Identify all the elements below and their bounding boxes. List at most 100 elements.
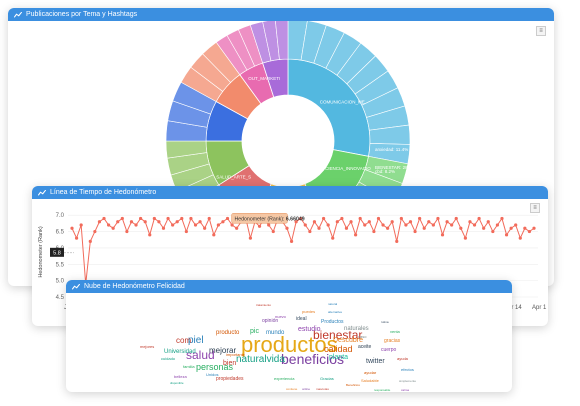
data-point [125, 229, 129, 234]
word-cloud-word: personas [196, 361, 234, 372]
word-cloud-word: aceite [358, 343, 372, 350]
sunburst-center-label: OUT_MARKETI [248, 76, 280, 81]
y-tick-label: 5.0 [56, 279, 65, 285]
timeline-panel-header: Línea de Tiempo de Hedonómetro [32, 186, 548, 199]
data-point [317, 226, 321, 230]
y-tick-label: 6.5 [56, 230, 65, 236]
word-cloud-word: alternativa [328, 309, 342, 314]
menu-button[interactable]: ≡ [530, 203, 540, 213]
data-point [527, 229, 532, 234]
word-cloud-word: Universidad [164, 349, 196, 355]
data-point [376, 216, 381, 221]
data-point [189, 216, 193, 221]
y-tick-label: 5.5 [56, 262, 65, 268]
data-point [180, 216, 184, 221]
data-point [235, 226, 239, 230]
data-point [372, 229, 376, 234]
data-point [386, 226, 390, 230]
word-cloud-word: disponible [170, 380, 184, 385]
word-cloud-word: ayudar [364, 370, 377, 375]
data-point [212, 233, 216, 237]
data-point [216, 223, 220, 227]
data-point [491, 229, 495, 234]
data-point [70, 226, 74, 230]
data-point [294, 220, 298, 224]
word-cloud-word: Productos [321, 318, 344, 325]
data-point [225, 216, 230, 221]
word-cloud-word: pic [250, 327, 259, 335]
tooltip-text: Hedonometer (Rank): 6.66049 [235, 216, 305, 222]
word-cloud-word: productos [241, 332, 338, 357]
data-point [367, 220, 371, 224]
word-cloud-word: cuidado [161, 356, 176, 361]
word-cloud-word: salud [186, 348, 215, 362]
x-tick-label: Apr 1 [532, 305, 547, 311]
timeline-panel-title: Línea de Tiempo de Hedonómetro [50, 189, 157, 196]
data-point [230, 223, 234, 227]
word-cloud-word: opinión [262, 317, 279, 324]
data-point [504, 233, 509, 237]
data-point [459, 226, 463, 230]
data-point [88, 239, 92, 243]
data-point [171, 223, 175, 227]
sunburst-center-label: COMUNICACION_ME [320, 99, 365, 104]
word-cloud-word: venta [390, 329, 400, 334]
data-point [193, 223, 198, 227]
word-cloud-word: bien [223, 359, 237, 367]
data-point [427, 220, 431, 224]
data-point [106, 223, 111, 227]
word-cloud-word: mascotas [316, 386, 329, 391]
y-axis-label: Hedonometer (Rank) [38, 226, 44, 278]
data-point [152, 216, 156, 221]
data-point [514, 223, 518, 227]
data-point [500, 216, 504, 221]
data-point [134, 223, 138, 227]
word-cloud-word: estudio [298, 325, 321, 333]
menu-button[interactable]: ≡ [536, 26, 546, 36]
word-cloud-word: gracias [384, 337, 401, 344]
word-cloud-word: planta [329, 353, 349, 361]
data-point [143, 220, 147, 224]
crosshair-value-box [50, 247, 64, 257]
data-point [308, 229, 312, 234]
word-cloud-word: twitter [366, 357, 385, 365]
word-cloud-word: mundo [266, 330, 285, 336]
sunburst-center-label: SALUD_ARTE_S [216, 175, 251, 180]
data-point [436, 216, 440, 221]
data-point [166, 216, 170, 221]
data-point [381, 223, 385, 227]
wordcloud-panel-title: Nube de Hedonómetro Felicidad [84, 283, 185, 290]
data-point [148, 233, 152, 237]
data-point [248, 236, 252, 240]
word-cloud-word: calidad [324, 343, 353, 354]
sunburst-center [242, 95, 334, 187]
word-cloud-word: bienestar [313, 328, 363, 342]
word-cloud-word: Saludable [361, 378, 379, 383]
data-point [203, 226, 207, 230]
data-point [74, 236, 79, 240]
data-point [340, 216, 344, 221]
line-chart-icon [72, 283, 80, 290]
word-cloud-word: cuerpo [381, 346, 397, 353]
word-cloud-word: Gracias [320, 376, 334, 381]
data-point [331, 236, 335, 240]
data-point [523, 226, 527, 230]
data-point [495, 223, 500, 227]
data-point [116, 220, 120, 224]
word-cloud-word: familia [183, 364, 195, 369]
data-point [285, 226, 289, 230]
sunburst-outer-segment [275, 21, 289, 60]
data-point [102, 216, 106, 221]
data-point [326, 223, 330, 227]
data-point [267, 223, 271, 227]
word-cloud-word: propiedades [216, 375, 244, 382]
word-cloud-word: ayuda [397, 356, 408, 361]
data-point [422, 226, 426, 230]
word-cloud-word: nuevo [275, 314, 286, 319]
word-cloud: productos beneficios bienestar salud natural… [66, 293, 512, 392]
data-point [321, 216, 326, 221]
data-point [482, 226, 486, 230]
wordcloud-panel: Nube de Hedonómetro Felicidad productos b… [66, 280, 512, 392]
data-point [111, 226, 115, 230]
crosshair-value: 5.8 [53, 251, 61, 257]
